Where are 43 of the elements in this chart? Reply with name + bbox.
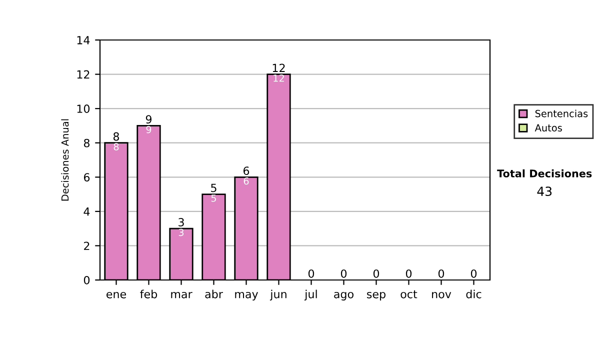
data-label: 9 bbox=[146, 126, 152, 134]
total-label: 0 bbox=[470, 269, 477, 278]
y-tick-label: 2 bbox=[84, 242, 90, 250]
y-tick-label: 12 bbox=[77, 70, 90, 79]
total-label: 0 bbox=[373, 269, 380, 278]
x-tick-label: feb bbox=[140, 290, 158, 298]
total-label: 5 bbox=[211, 184, 216, 192]
total-label: 0 bbox=[308, 269, 314, 278]
x-tick-label: oct bbox=[400, 290, 418, 298]
x-tick-label: dic bbox=[466, 290, 482, 298]
data-label: 6 bbox=[244, 177, 249, 185]
data-label: 8 bbox=[114, 143, 119, 150]
y-tick-label: 10 bbox=[77, 104, 90, 113]
data-label: 5 bbox=[211, 194, 216, 202]
x-tick-label: ene bbox=[106, 292, 126, 298]
total-label: 0 bbox=[438, 269, 444, 278]
total-label: 12 bbox=[272, 64, 285, 72]
text: 43 bbox=[537, 186, 552, 196]
y-tick-label: 14 bbox=[77, 36, 90, 44]
total-label: 0 bbox=[340, 269, 347, 278]
y-tick-label: 0 bbox=[84, 276, 90, 284]
y-tick-label: 8 bbox=[84, 138, 90, 148]
total-label: 3 bbox=[178, 218, 184, 226]
y-axis-title: Decisiones Anual bbox=[61, 119, 69, 201]
x-tick-label: abr bbox=[205, 290, 223, 298]
text: Total Decisiones bbox=[497, 169, 592, 178]
total-label: 9 bbox=[146, 115, 152, 124]
total-label: 0 bbox=[406, 269, 412, 278]
x-tick-label: jul bbox=[304, 290, 317, 300]
data-label: 3 bbox=[178, 228, 184, 236]
x-tick-label: jun bbox=[270, 290, 286, 300]
x-tick-label: may bbox=[235, 292, 258, 300]
total-label: 6 bbox=[243, 166, 250, 175]
legend-label: Autos bbox=[534, 124, 562, 132]
x-tick-label: mar bbox=[171, 292, 192, 298]
legend-label: Sentencias bbox=[535, 110, 588, 118]
y-tick-label: 6 bbox=[84, 173, 90, 182]
x-tick-label: sep bbox=[367, 292, 386, 300]
x-tick-label: ago bbox=[334, 292, 354, 300]
x-tick-label: nov bbox=[432, 292, 452, 298]
data-label: 12 bbox=[274, 74, 284, 82]
y-tick-label: 4 bbox=[84, 208, 90, 216]
total-label: 8 bbox=[113, 132, 120, 141]
